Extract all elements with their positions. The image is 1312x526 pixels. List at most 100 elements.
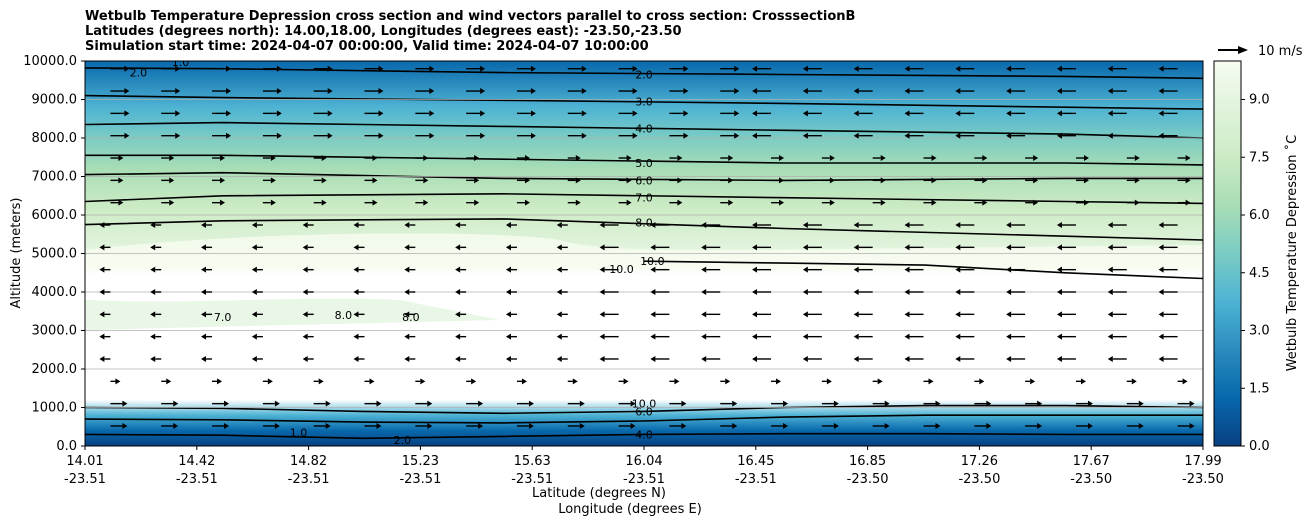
contour-line-9 — [85, 414, 1203, 424]
wind-vector-head-86 — [1056, 132, 1062, 139]
wind-vector-head-208 — [556, 266, 562, 273]
wind-vector-head-356 — [274, 422, 280, 429]
wind-vector-head-108 — [1083, 155, 1089, 162]
wind-vector-head-145 — [728, 199, 734, 206]
contour-label-11: 7.0 — [214, 311, 232, 324]
wind-vector-head-4 — [276, 65, 282, 72]
wind-vector-head-48 — [276, 110, 282, 117]
wind-vector-head-27 — [327, 88, 333, 95]
y-tick-label-10: 10000.0 — [23, 54, 77, 69]
wind-vector-head-334 — [274, 400, 280, 407]
wind-vector-head-359 — [427, 422, 433, 429]
wind-vector-head-357 — [325, 422, 331, 429]
wind-vector-head-299 — [701, 355, 707, 362]
colorbar-tick-label-2: 3.0 — [1249, 324, 1270, 339]
wind-vector-head-327 — [1030, 378, 1036, 385]
wind-vector-head-361 — [528, 422, 534, 429]
wind-vector-head-92 — [270, 155, 276, 162]
wind-vector-head-125 — [829, 177, 835, 184]
wind-vector-head-171 — [904, 222, 910, 229]
wind-vector-head-251 — [505, 311, 511, 318]
x-tick-lon-8: -23.50 — [958, 472, 1000, 487]
contour-label-12: 8.0 — [335, 309, 353, 322]
wind-vector-head-310 — [166, 378, 172, 385]
x-axis: 14.01 -23.51 14.42 -23.51 14.82 -23.51 15.23 -2… — [64, 446, 1224, 487]
warm-band — [85, 233, 1203, 270]
wind-vector-head-337 — [427, 400, 433, 407]
wind-vector-head-203 — [302, 266, 308, 273]
wind-vector-head-329 — [1131, 378, 1137, 385]
wind-vector-head-41 — [1006, 88, 1012, 95]
wind-vector-head-174 — [1056, 222, 1062, 229]
wind-vector-head-146 — [779, 199, 785, 206]
wind-vector-head-312 — [267, 378, 273, 385]
wind-vector-head-10 — [581, 65, 587, 72]
wind-vector-head-315 — [420, 378, 426, 385]
x-tick-lon-10: -23.50 — [1182, 472, 1224, 487]
wind-vector-head-18 — [955, 65, 961, 72]
wind-vector-head-265 — [99, 333, 105, 340]
wind-vector-head-40 — [955, 88, 961, 95]
wind-vector-head-26 — [276, 88, 282, 95]
quiver-key-arrow-head — [1238, 46, 1248, 54]
wind-vector-head-308 — [1158, 355, 1164, 362]
wind-vector-head-144 — [677, 199, 683, 206]
x-tick-lat-8: 17.26 — [961, 454, 998, 469]
x-tick-lon-7: -23.50 — [847, 472, 889, 487]
contour-label-9: 2.0 — [130, 67, 148, 80]
contour-line-8 — [85, 404, 1203, 415]
wind-vector-head-366 — [783, 422, 789, 429]
wind-vector-head-319 — [623, 378, 629, 385]
wind-vector-head-323 — [826, 378, 832, 385]
wind-vector-head-336 — [376, 400, 382, 407]
wind-vector-head-119 — [524, 177, 530, 184]
wind-vector-head-184 — [455, 244, 461, 251]
wind-vector-head-351 — [1138, 400, 1144, 407]
wind-vector-head-35 — [734, 88, 740, 95]
wind-vector-head-164 — [556, 222, 562, 229]
wind-vector-head-44 — [1158, 88, 1164, 95]
y-tick-label-8: 8000.0 — [32, 131, 78, 146]
wind-vector-head-255 — [701, 311, 707, 318]
wind-vector-head-328 — [1080, 378, 1086, 385]
wind-vector-head-240 — [1056, 289, 1062, 295]
contour-label-5: 7.0 — [635, 192, 653, 205]
wind-vector-head-29 — [429, 88, 435, 95]
wind-vector-head-163 — [505, 222, 511, 229]
contour-lines — [85, 67, 1203, 440]
wind-vector-head-279 — [802, 333, 808, 340]
wind-vector-head-12 — [683, 65, 689, 72]
wind-vector-head-175 — [1107, 222, 1113, 229]
wind-vector-head-264 — [1158, 311, 1164, 318]
contour-label-6: 8.0 — [635, 217, 653, 230]
quiver-key: 10 m/s — [1218, 44, 1303, 59]
wind-vector-head-67 — [124, 132, 130, 139]
wind-vector-head-286 — [1158, 333, 1164, 340]
wind-vector-head-295 — [505, 355, 511, 362]
wind-vector-head-183 — [404, 244, 410, 251]
wind-vector-head-272 — [455, 333, 461, 340]
wind-vector-head-227 — [404, 289, 410, 295]
wind-vector-head-72 — [378, 132, 384, 139]
contour-line-10 — [85, 432, 1203, 440]
wind-vector-head-79 — [734, 132, 740, 139]
wind-vector-head-331 — [122, 400, 128, 407]
wind-vector-head-176 — [1158, 222, 1164, 229]
wind-vector-head-9 — [530, 65, 536, 72]
wind-vector-head-250 — [455, 311, 461, 318]
colorbar-tick-label-3: 4.5 — [1249, 266, 1270, 281]
wind-vector-head-287 — [99, 355, 105, 362]
wind-vector-head-101 — [728, 155, 734, 162]
x-tick-lat-10: 17.99 — [1184, 454, 1221, 469]
wind-vector-head-49 — [327, 110, 333, 117]
wind-vector-head-177 — [99, 244, 105, 251]
wind-vector-head-246 — [251, 311, 257, 318]
wind-vector-head-95 — [423, 155, 429, 162]
wind-vector-head-347 — [935, 400, 941, 407]
wind-vector-head-69 — [226, 132, 232, 139]
wind-vector-head-142 — [575, 199, 581, 206]
x-tick-lat-2: 14.82 — [290, 454, 327, 469]
contour-label-2: 4.0 — [635, 122, 653, 135]
wind-vector-head-243 — [99, 311, 105, 318]
wind-vector-head-169 — [802, 222, 808, 229]
